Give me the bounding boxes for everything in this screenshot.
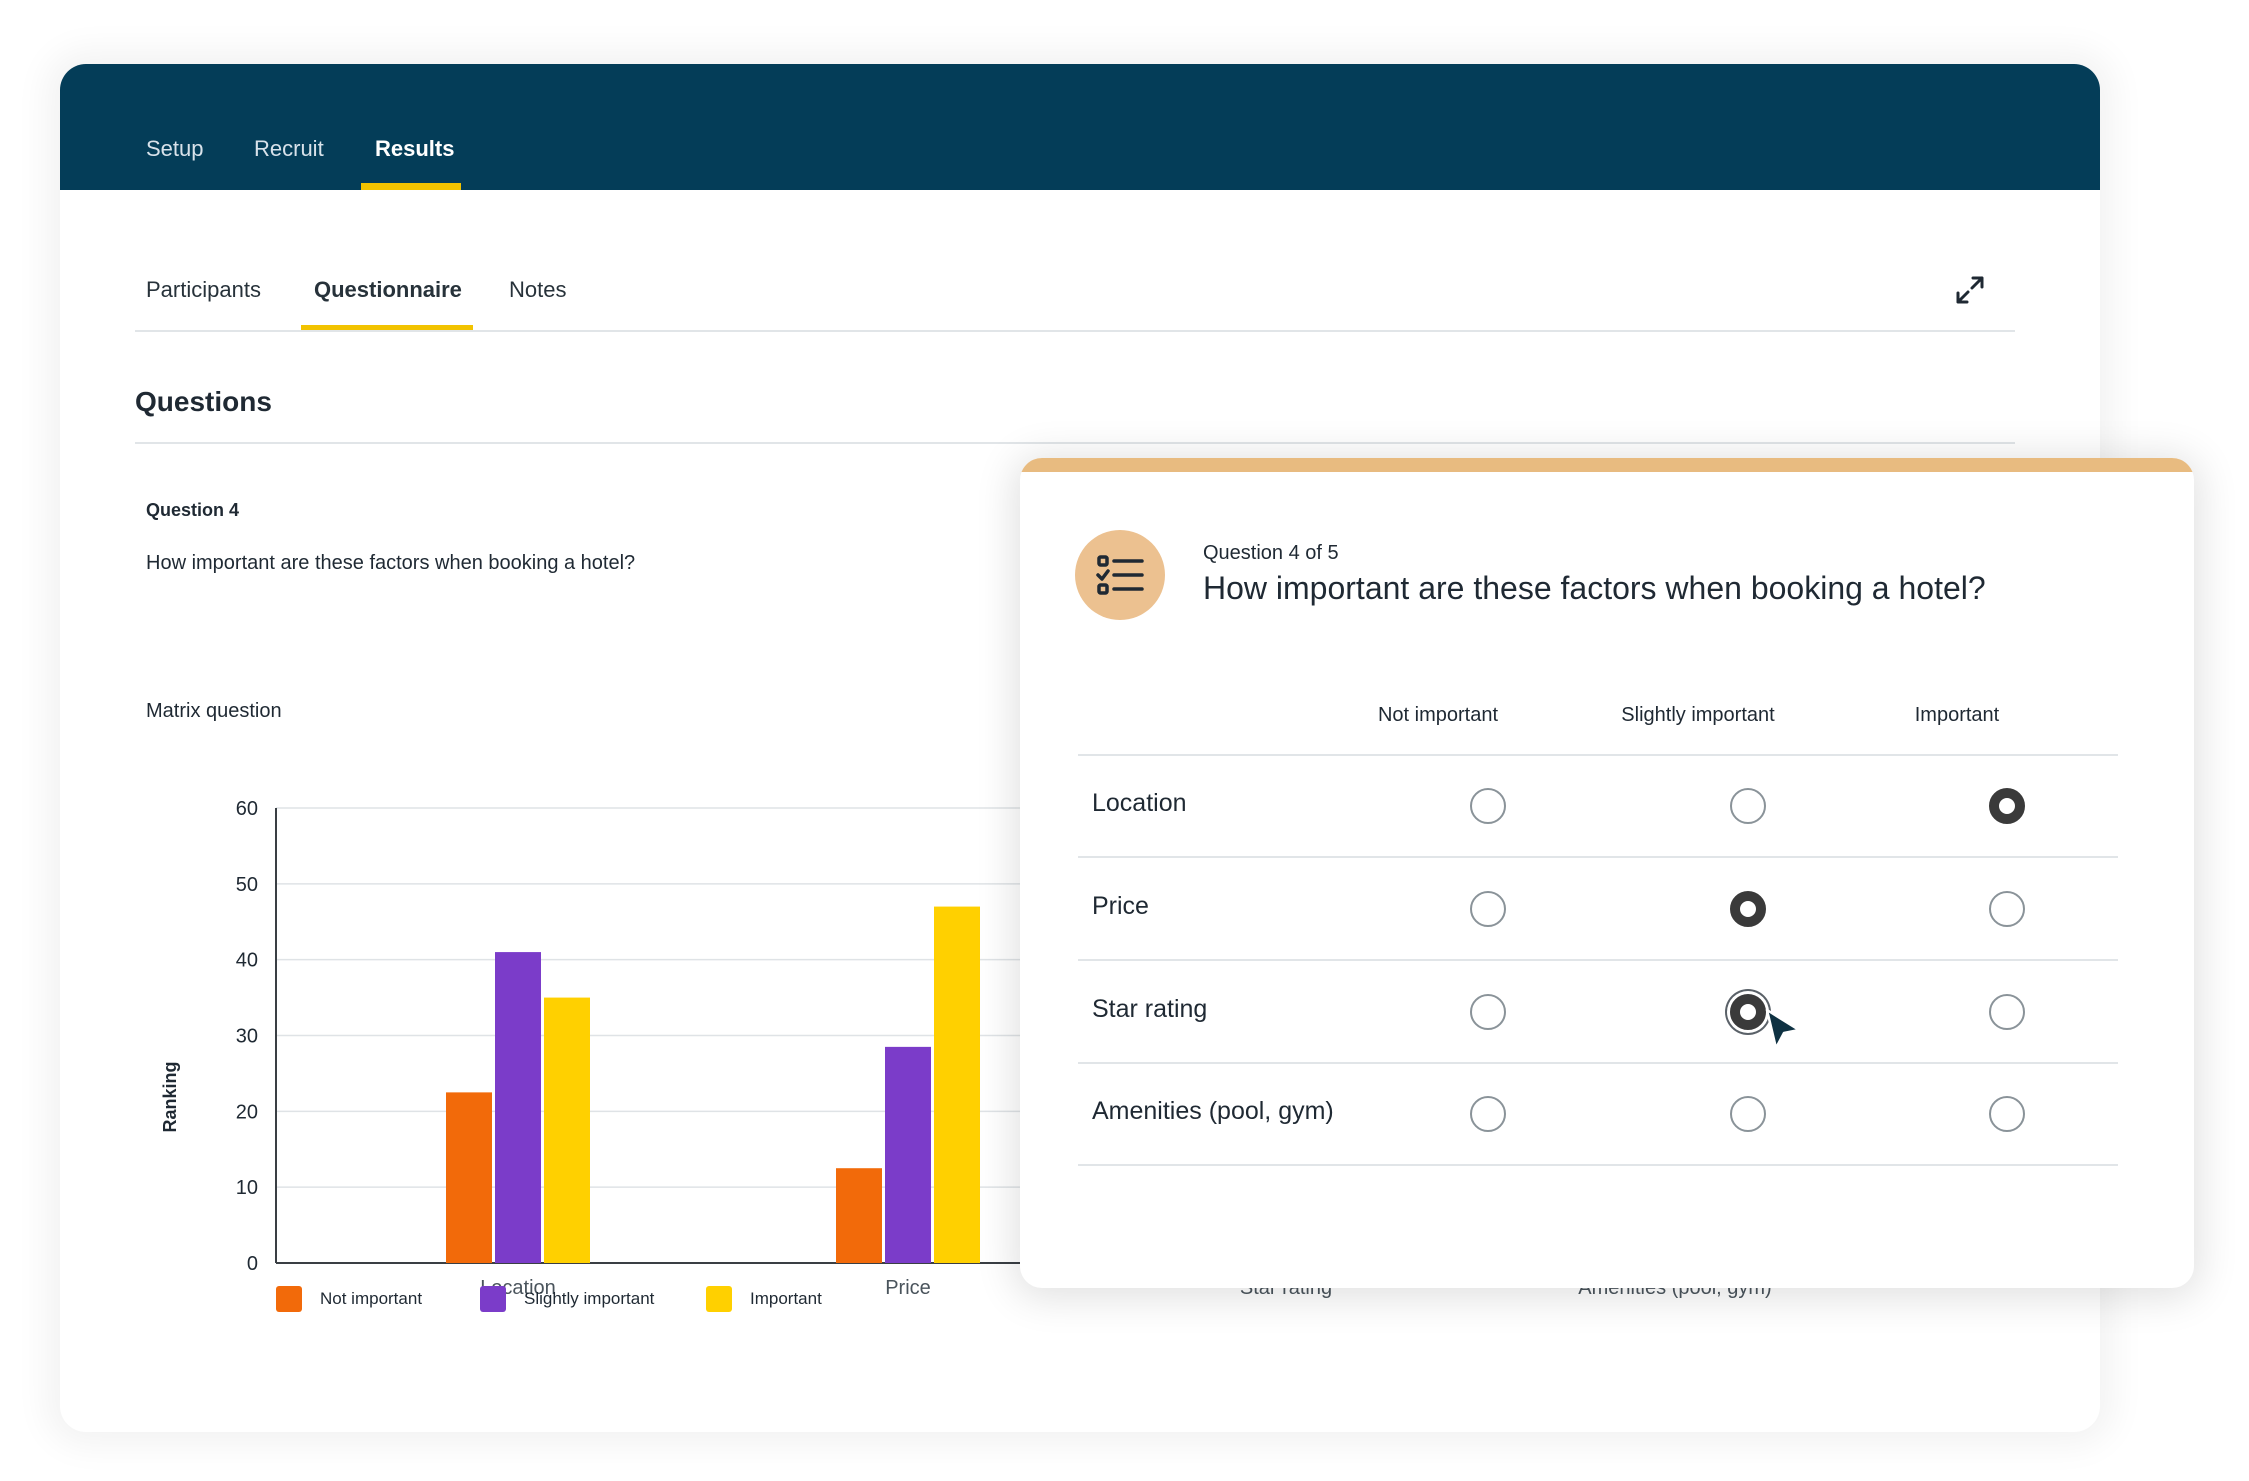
radio-button[interactable] — [1989, 890, 2025, 927]
y-tick-label: 60 — [236, 798, 258, 820]
bar-not-important — [446, 1092, 492, 1263]
radio-button[interactable] — [1470, 788, 1506, 824]
matrix-row-divider — [1078, 856, 2118, 858]
legend-label: Important — [750, 1289, 822, 1308]
y-axis-label: Ranking — [160, 1061, 180, 1132]
matrix-row-divider — [1078, 754, 2118, 756]
column-header-important: Important — [1914, 704, 2000, 726]
column-header-not-important: Not important — [1377, 704, 1499, 726]
matrix-row-label: Amenities (pool, gym) — [1092, 1097, 1334, 1125]
y-tick-label: 50 — [236, 874, 258, 896]
y-tick-label: 0 — [247, 1253, 258, 1275]
legend-label: Not important — [320, 1289, 423, 1308]
matrix-row-divider — [1078, 1062, 2118, 1064]
tab-participants[interactable]: Participants — [146, 277, 261, 302]
tab-questionnaire[interactable]: Questionnaire — [314, 277, 462, 302]
topnav-active-indicator — [361, 183, 461, 190]
tabs-divider — [135, 330, 2015, 332]
card-question-title: How important are these factors when boo… — [1203, 570, 1986, 606]
top-navigation-bar: Setup Recruit Results — [60, 64, 2100, 190]
matrix-row-divider — [1078, 959, 2118, 961]
matrix-row-divider — [1078, 1164, 2118, 1166]
legend-item: Slightly important — [480, 1286, 654, 1312]
topnav-setup[interactable]: Setup — [146, 136, 204, 161]
question-text: How important are these factors when boo… — [146, 552, 636, 574]
checklist-icon — [1075, 530, 1165, 620]
question-type: Matrix question — [146, 700, 282, 722]
radio-button[interactable] — [1989, 1096, 2025, 1132]
card-question-counter: Question 4 of 5 — [1203, 542, 1339, 564]
bar-important — [934, 906, 980, 1263]
mouse-cursor-icon — [1765, 1008, 1801, 1050]
radio-button[interactable] — [1730, 1096, 1766, 1132]
tab-notes[interactable]: Notes — [509, 277, 567, 302]
legend-item: Not important — [276, 1286, 422, 1312]
radio-button[interactable] — [1989, 788, 2025, 824]
y-tick-label: 10 — [236, 1177, 258, 1199]
matrix-row-label: Price — [1092, 891, 1149, 920]
radio-button[interactable] — [1730, 788, 1766, 824]
section-title: Questions — [135, 386, 272, 417]
legend-item: Important — [706, 1286, 822, 1312]
radio-button[interactable] — [1470, 890, 1506, 927]
bar-slightly-important — [495, 952, 541, 1263]
legend-swatch — [480, 1286, 506, 1312]
bar-important — [544, 997, 590, 1263]
bar-not-important — [836, 1168, 882, 1263]
radio-button[interactable] — [1470, 993, 1506, 1030]
tab-active-indicator — [301, 325, 473, 330]
legend-swatch — [706, 1286, 732, 1312]
radio-button[interactable] — [1730, 993, 1766, 1030]
y-tick-label: 30 — [236, 1026, 258, 1048]
matrix-row-label: Location — [1092, 789, 1187, 817]
radio-button[interactable] — [1989, 993, 2025, 1030]
column-header-slightly-important: Slightly important — [1621, 704, 1775, 726]
bar-slightly-important — [885, 1046, 931, 1263]
question-number: Question 4 — [146, 500, 240, 520]
radio-button[interactable] — [1470, 1096, 1506, 1132]
y-tick-label: 20 — [236, 1101, 258, 1123]
topnav-recruit[interactable]: Recruit — [254, 136, 324, 161]
card-accent-bar — [1020, 458, 2194, 472]
section-divider — [135, 442, 2015, 444]
topnav-results[interactable]: Results — [375, 136, 455, 161]
legend-swatch — [276, 1286, 302, 1312]
matrix-row-label: Star rating — [1092, 994, 1208, 1023]
radio-button[interactable] — [1730, 890, 1766, 927]
legend-label: Slightly important — [524, 1289, 655, 1308]
expand-icon[interactable] — [1954, 274, 1986, 306]
question-preview-card: Question 4 of 5 How important are these … — [1020, 458, 2194, 1288]
x-tick-label: Price — [885, 1277, 931, 1299]
y-tick-label: 40 — [236, 950, 258, 972]
